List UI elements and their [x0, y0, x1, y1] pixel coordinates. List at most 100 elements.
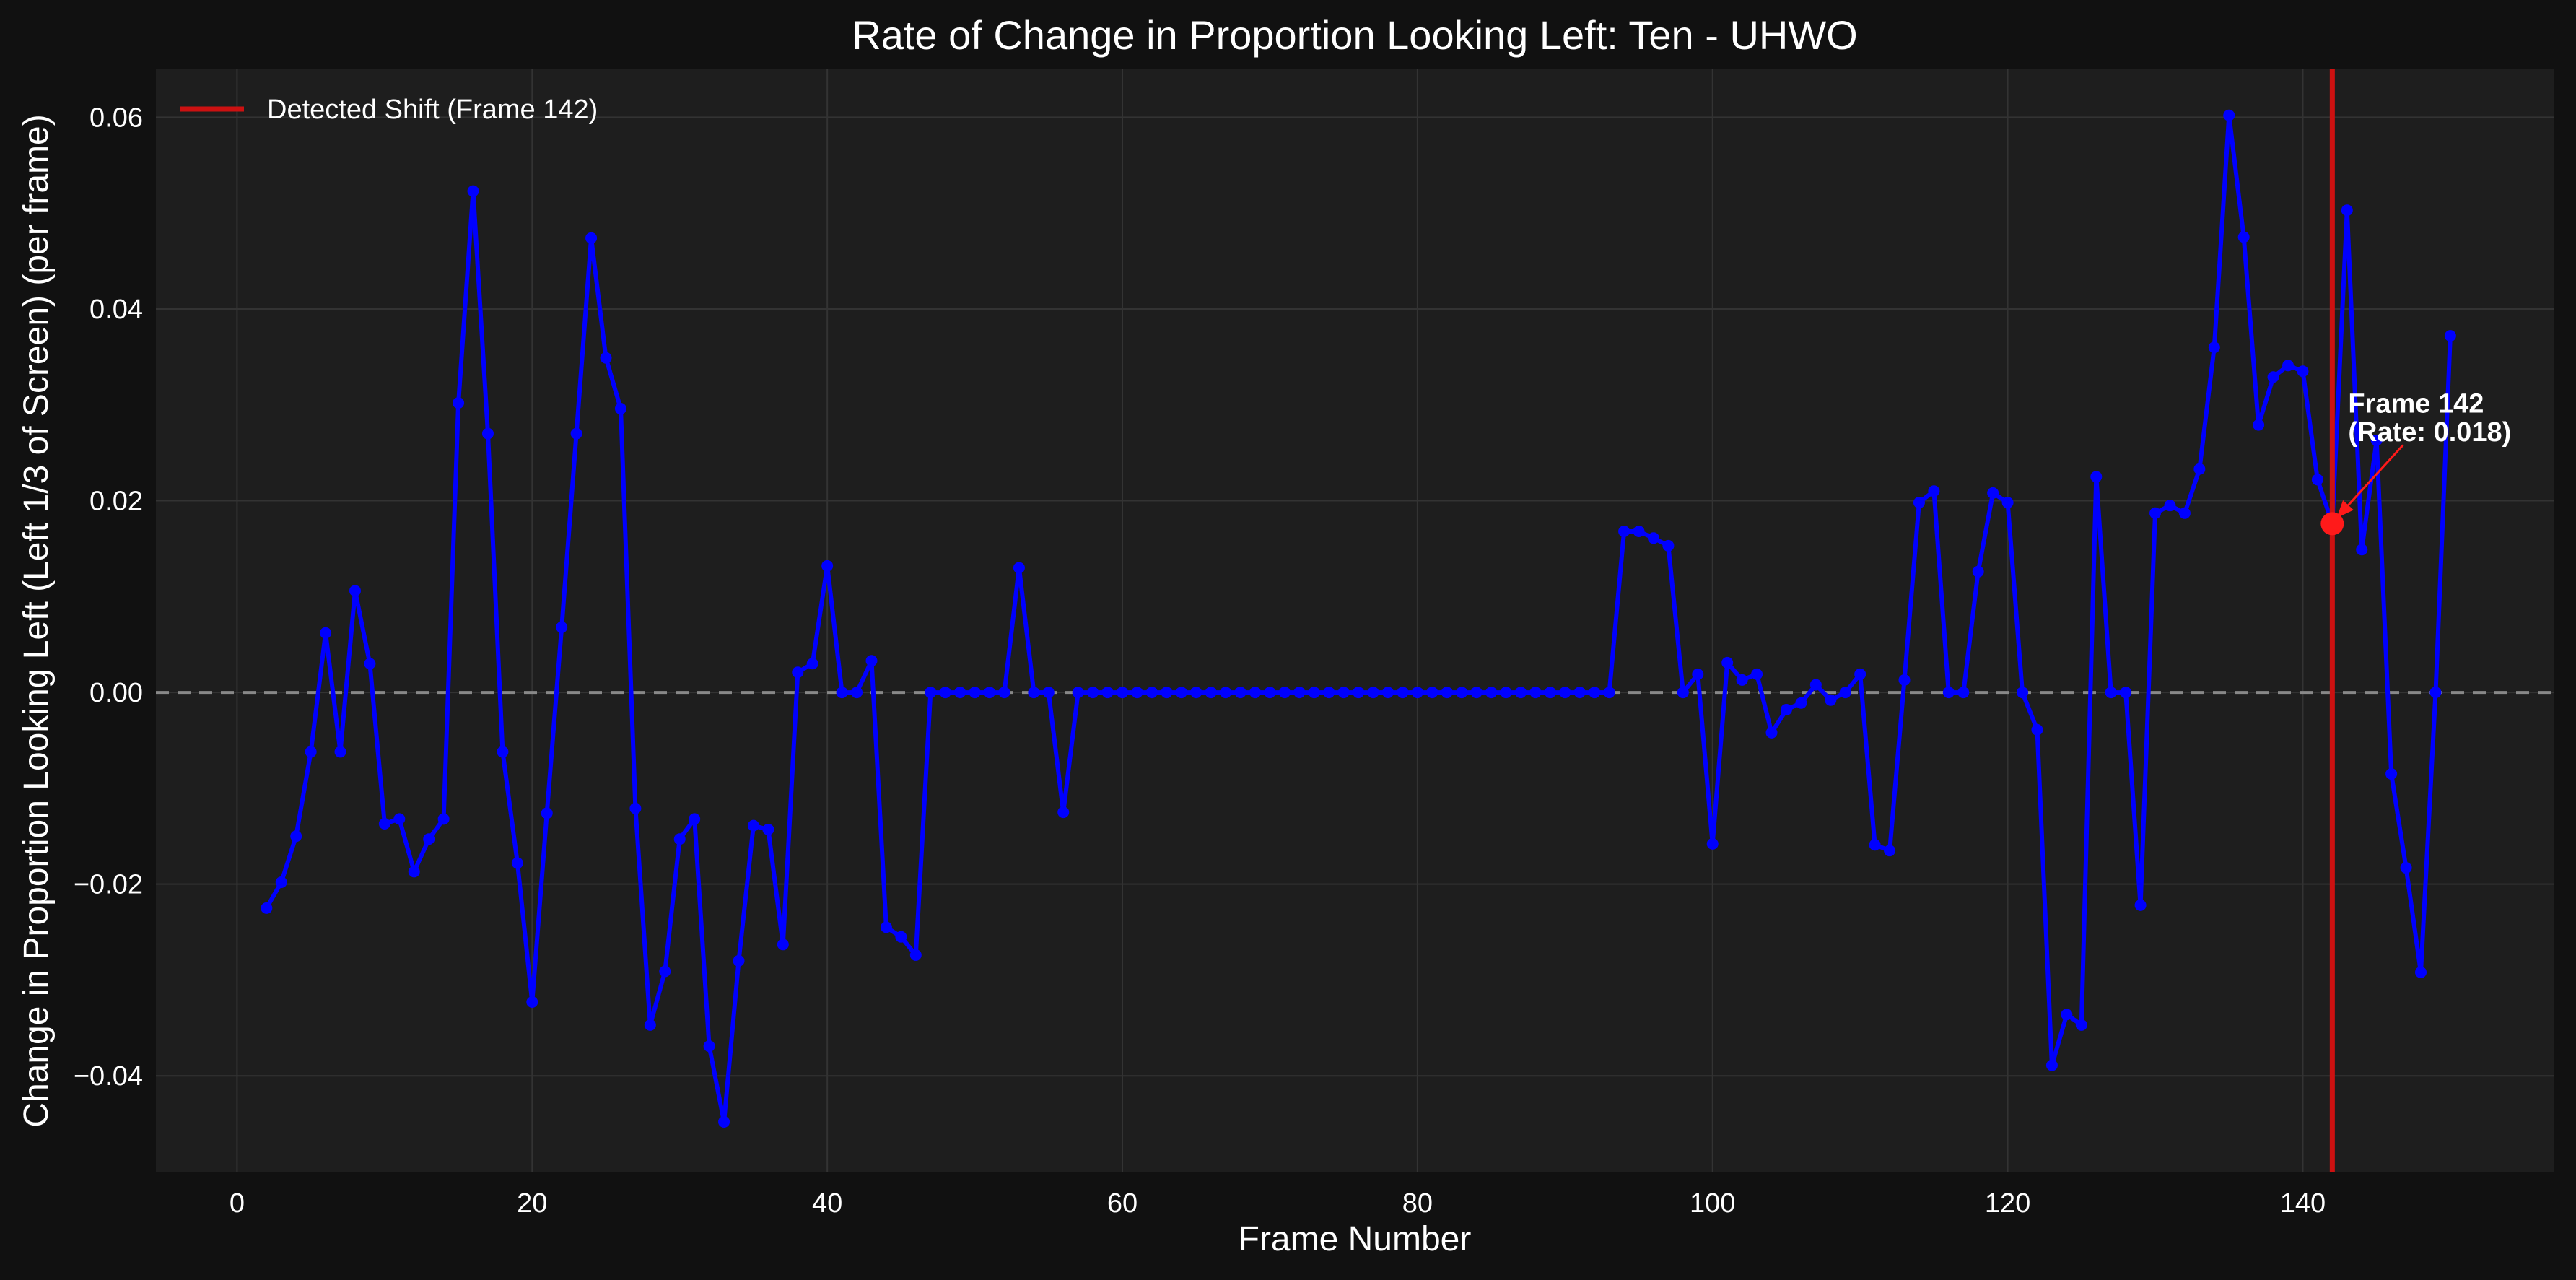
data-point: [821, 560, 834, 572]
data-point: [1456, 687, 1468, 699]
data-point: [1161, 687, 1173, 699]
data-point: [511, 857, 523, 869]
data-point: [1603, 687, 1615, 699]
data-point: [762, 823, 774, 835]
data-point: [1426, 687, 1438, 699]
data-point: [1249, 687, 1262, 699]
data-point: [1589, 687, 1601, 699]
data-point: [2370, 434, 2383, 446]
data-point: [1220, 687, 1232, 699]
data-point: [909, 949, 922, 961]
data-point: [2400, 862, 2412, 874]
y-axis-label: Change in Proportion Looking Left (Left …: [17, 114, 56, 1127]
data-point: [2444, 330, 2456, 342]
data-point: [2267, 371, 2279, 383]
data-point: [1884, 845, 1896, 857]
data-point: [1381, 687, 1394, 699]
data-point: [261, 902, 273, 914]
data-point: [969, 687, 981, 699]
data-point: [1573, 687, 1586, 699]
y-axis-ticks: −0.04 −0.02 0.00 0.02 0.04 0.06: [74, 103, 143, 1092]
data-point: [1869, 839, 1881, 851]
data-point: [600, 352, 612, 364]
data-point: [1323, 687, 1335, 699]
data-point: [1072, 687, 1084, 699]
data-point: [2120, 687, 2132, 699]
annotation-rate-label: (Rate: 0.018): [2348, 417, 2511, 448]
data-point: [364, 658, 376, 670]
data-point: [2178, 507, 2191, 519]
data-point: [659, 965, 671, 978]
data-point: [1293, 687, 1306, 699]
data-point: [2223, 109, 2235, 121]
data-point: [1013, 562, 1025, 574]
data-point: [718, 1115, 730, 1128]
data-point: [2164, 500, 2176, 512]
chart-title: Rate of Change in Proportion Looking Lef…: [852, 12, 1858, 58]
data-point: [1308, 687, 1320, 699]
data-point: [1633, 526, 1645, 538]
y-tick-label: 0.06: [89, 103, 143, 133]
data-point: [437, 813, 450, 825]
data-point: [556, 621, 568, 633]
data-point: [1205, 687, 1217, 699]
x-tick-label: 100: [1690, 1188, 1735, 1219]
data-point: [689, 813, 701, 825]
data-point: [1397, 687, 1409, 699]
data-point: [1117, 687, 1129, 699]
legend: Detected Shift (Frame 142): [180, 95, 598, 125]
data-point: [453, 397, 465, 409]
data-point: [925, 687, 937, 699]
data-point: [1809, 679, 1822, 691]
data-point: [1234, 687, 1246, 699]
data-point: [1131, 687, 1143, 699]
data-point: [497, 746, 509, 758]
data-point: [1028, 687, 1040, 699]
y-tick-label: 0.04: [89, 295, 143, 325]
data-point: [378, 817, 390, 830]
data-point: [1751, 668, 1763, 680]
data-point: [2075, 1019, 2087, 1031]
x-tick-label: 40: [812, 1188, 842, 1219]
x-tick-label: 80: [1402, 1188, 1433, 1219]
y-tick-label: −0.04: [74, 1061, 143, 1092]
data-point: [1514, 687, 1527, 699]
data-point: [2149, 507, 2162, 519]
data-point: [2208, 341, 2220, 354]
data-point: [2061, 1009, 2073, 1021]
data-point: [1928, 485, 1940, 497]
data-point: [526, 996, 538, 1008]
data-point: [2193, 463, 2206, 475]
data-point: [954, 687, 966, 699]
data-point: [2253, 419, 2265, 431]
data-point: [393, 813, 406, 825]
data-point: [1913, 497, 1925, 509]
data-point: [1337, 687, 1350, 699]
data-point: [320, 627, 332, 639]
data-point: [984, 687, 996, 699]
data-point: [792, 666, 804, 679]
data-point: [1721, 656, 1734, 669]
annotation-arrowhead: [2336, 500, 2354, 518]
data-point: [836, 687, 848, 699]
x-tick-label: 0: [230, 1188, 245, 1219]
data-point: [2282, 360, 2295, 372]
data-point: [334, 746, 346, 758]
data-point: [423, 833, 435, 845]
data-point: [2297, 365, 2309, 378]
data-point: [1677, 687, 1689, 699]
data-point: [1145, 687, 1158, 699]
data-point: [1942, 687, 1955, 699]
data-point: [629, 802, 642, 814]
data-point: [1353, 687, 1365, 699]
data-point: [349, 585, 361, 597]
data-point: [2031, 723, 2043, 736]
data-point: [1087, 687, 1099, 699]
data-point: [865, 655, 878, 667]
data-point: [1190, 687, 1202, 699]
data-point: [2429, 687, 2442, 699]
data-point: [2311, 474, 2323, 486]
data-point: [2237, 231, 2250, 243]
data-point: [851, 687, 863, 699]
